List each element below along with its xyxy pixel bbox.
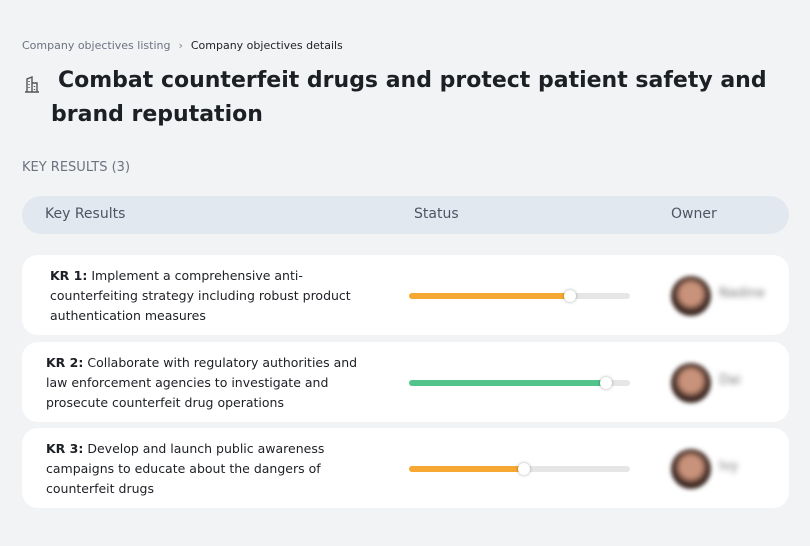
key-result-text: KR 1: Implement a comprehensive anti-cou… xyxy=(50,266,370,326)
key-result-row: KR 1: Implement a comprehensive anti-cou… xyxy=(22,255,789,335)
progress-track xyxy=(409,290,630,302)
key-result-text: KR 2: Collaborate with regulatory author… xyxy=(46,353,366,413)
progress-track xyxy=(409,377,630,389)
kr-description: Develop and launch public awareness camp… xyxy=(46,441,325,496)
key-result-row: KR 3: Develop and launch public awarenes… xyxy=(22,428,789,508)
separator: › xyxy=(178,39,183,52)
progress-fill xyxy=(409,466,524,472)
column-header: Status xyxy=(414,206,459,222)
breadcrumb: Company objectives listing › Company objec… xyxy=(22,39,343,52)
progress-knob xyxy=(564,290,577,302)
progress-track xyxy=(409,463,630,475)
kr-label: KR 1: xyxy=(50,268,88,283)
section-title: KEY RESULTS (3) xyxy=(22,160,131,175)
building-icon xyxy=(25,75,39,93)
progress-knob xyxy=(517,463,530,475)
key-result-text: KR 3: Develop and launch public awarenes… xyxy=(46,439,366,499)
column-header: Key Results xyxy=(45,206,126,222)
owner-name: Dai xyxy=(719,373,741,388)
breadcrumb-link[interactable]: Company objectives listing xyxy=(22,39,171,52)
column-header: Owner xyxy=(671,206,717,222)
owner-avatar xyxy=(671,363,711,403)
progress-knob xyxy=(599,377,612,389)
owner-avatar xyxy=(671,276,711,316)
kr-description: Collaborate with regulatory authorities … xyxy=(46,355,358,410)
page-title: Combat counterfeit drugs and protect pat… xyxy=(51,68,767,127)
progress-fill xyxy=(409,380,606,386)
kr-label: KR 3: xyxy=(46,441,84,456)
table-header: Key Results Status Owner xyxy=(22,196,789,234)
key-result-row: KR 2: Collaborate with regulatory author… xyxy=(22,342,789,422)
owner-avatar xyxy=(671,449,711,489)
progress-fill xyxy=(409,293,571,299)
kr-label: KR 2: xyxy=(46,355,84,370)
owner-name: Nadine xyxy=(719,286,765,301)
kr-description: Implement a comprehensive anti-counterfe… xyxy=(50,268,351,323)
breadcrumb-current: Company objectives details xyxy=(190,39,343,52)
owner-name: Ivy xyxy=(719,459,739,474)
